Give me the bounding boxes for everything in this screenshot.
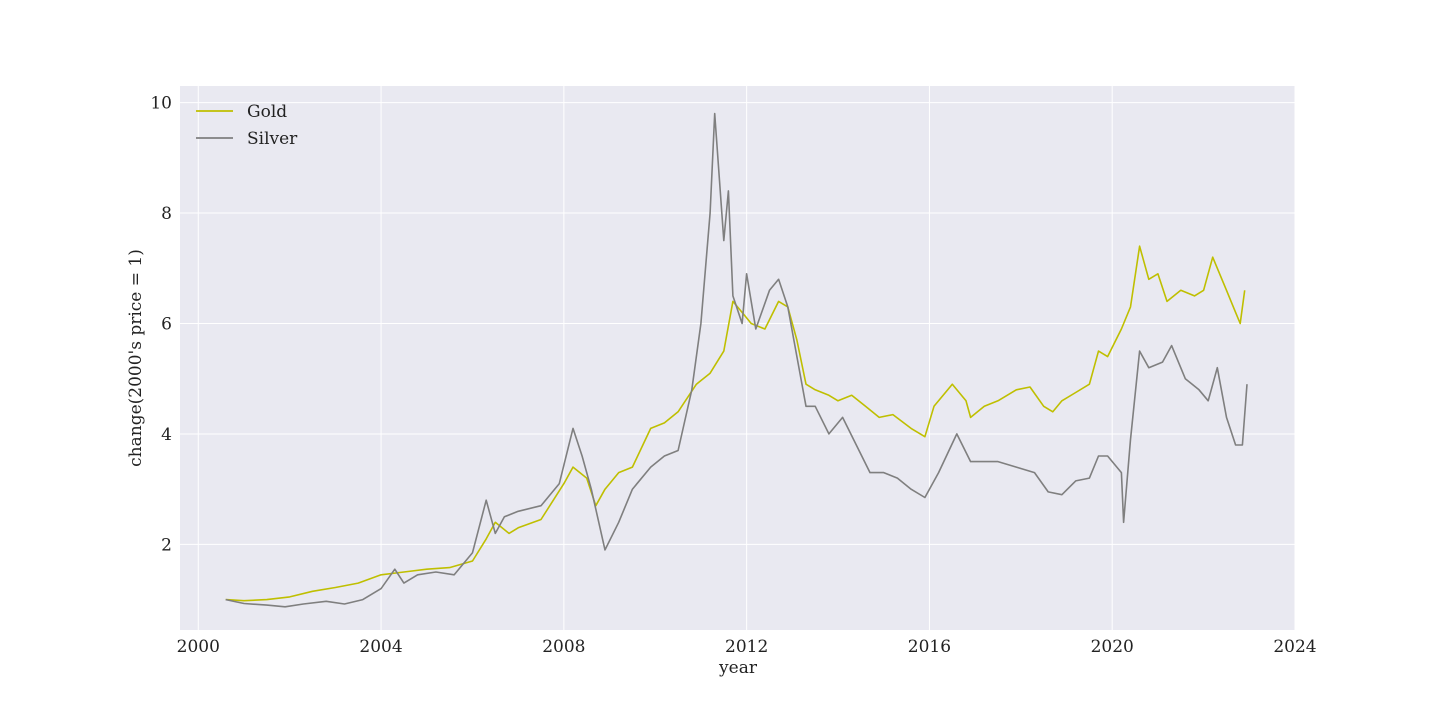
y-tick-label: 6 bbox=[161, 314, 172, 334]
plot-area bbox=[180, 86, 1295, 630]
x-tick-label: 2016 bbox=[908, 637, 951, 657]
series-lines bbox=[225, 112, 1248, 608]
x-tick-label: 2000 bbox=[177, 637, 220, 657]
x-tick-label: 2004 bbox=[359, 637, 402, 657]
x-tick-label: 2020 bbox=[1091, 637, 1134, 657]
series-line-gold bbox=[225, 245, 1246, 602]
legend-label-gold: Gold bbox=[247, 102, 287, 122]
series-line-silver bbox=[225, 112, 1248, 608]
legend-label-silver: Silver bbox=[247, 129, 298, 149]
gridlines bbox=[180, 86, 1296, 630]
y-tick-label: 10 bbox=[150, 94, 172, 114]
y-tick-label: 8 bbox=[161, 204, 172, 224]
y-tick-label: 2 bbox=[161, 535, 172, 555]
legend: Gold Silver bbox=[196, 102, 298, 149]
x-axis-ticks: 2000 2004 2008 2012 2016 2020 2024 bbox=[177, 637, 1317, 657]
x-tick-label: 2024 bbox=[1273, 637, 1316, 657]
y-axis-ticks: 2 4 6 8 10 bbox=[150, 94, 172, 556]
x-axis-label: year bbox=[718, 658, 758, 678]
y-tick-label: 4 bbox=[161, 425, 172, 445]
x-tick-label: 2008 bbox=[542, 637, 585, 657]
y-axis-label: change(2000's price = 1) bbox=[126, 249, 146, 467]
x-tick-label: 2012 bbox=[725, 637, 768, 657]
